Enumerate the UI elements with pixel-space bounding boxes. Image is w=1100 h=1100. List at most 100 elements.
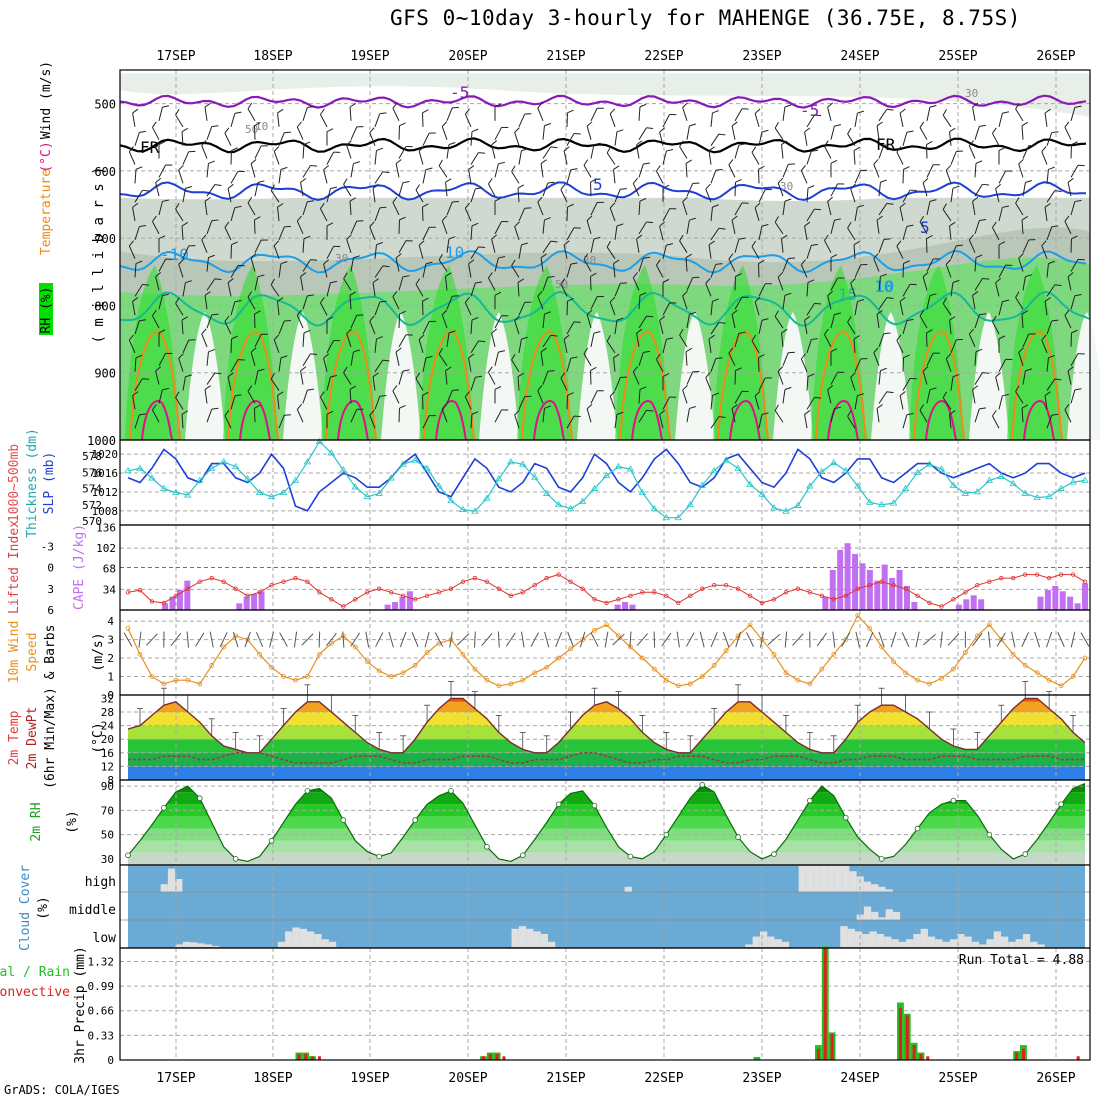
wind-barb-upper (830, 254, 838, 272)
precip-total-bar-92 (753, 1057, 761, 1060)
wind-barb-upper (609, 296, 616, 316)
temp-contour-25-4 (533, 400, 565, 441)
wind-speed-point-62 (867, 626, 873, 631)
wind-barb-upper (1022, 180, 1033, 197)
wind-speed-point-0 (125, 626, 131, 631)
contour-label-15: 30 (965, 87, 978, 100)
wind-barb-upper (350, 255, 361, 272)
precip-conv-bar-114 (905, 1015, 909, 1060)
wind-speed-point-34 (532, 670, 538, 676)
wind-barb-10m (350, 632, 361, 647)
rh-point-51 (735, 834, 741, 840)
wind-speed-point-4 (173, 677, 179, 683)
temp-ylabel-1: 2m Temp (7, 710, 22, 765)
temp-tick-12: 12 (101, 760, 114, 773)
cloud-middle-102 (863, 906, 872, 920)
wind-barb-upper (566, 133, 581, 146)
wind-barb-upper (128, 240, 136, 259)
wind-speed-point-28 (460, 651, 466, 657)
thickness-point-27 (447, 496, 455, 504)
wind-barb-upper (247, 197, 256, 216)
wind-barb-upper (254, 122, 261, 140)
wind-tick-0: 0 (107, 689, 114, 702)
wind-barb-upper (638, 256, 651, 272)
cape-bar-7 (176, 589, 183, 610)
wind-barb-upper (158, 235, 166, 253)
slp-tick-1020: 1020 (92, 448, 119, 461)
wind-barb-upper (132, 108, 139, 127)
wind-barb-upper (878, 332, 891, 348)
wind-barb-upper (1022, 368, 1033, 385)
wind-barb-upper (491, 140, 498, 159)
wind-barb-upper (1070, 258, 1085, 272)
li-point-63 (879, 579, 884, 584)
li-point-50 (723, 583, 729, 588)
precip-ylabel: 3hr Precip (mm) (73, 946, 88, 1063)
wind-barb-10m (325, 633, 337, 647)
wind-barb-upper (827, 196, 834, 216)
wind-barb-upper (230, 394, 242, 410)
wind-barb-upper (326, 186, 338, 203)
wind-barb-upper (876, 215, 883, 234)
wind-barb-upper (537, 385, 544, 404)
wind-barb-upper (590, 201, 604, 216)
wind-barb-upper (270, 372, 280, 391)
li-point-17 (329, 597, 334, 602)
cape-bar-35 (384, 604, 391, 610)
wind-barb-upper (398, 145, 413, 159)
wind-barb-upper (158, 199, 170, 216)
cape-bar-104 (896, 569, 903, 610)
wind-barb-upper (566, 415, 581, 429)
rh-point-27 (448, 788, 454, 794)
wind-barb-upper (1044, 297, 1051, 316)
wind-barb-upper (230, 147, 238, 165)
wind-barb-upper (708, 334, 715, 353)
wind-barb-upper (134, 319, 147, 335)
precip-tick-0: 0 (107, 1054, 114, 1067)
thickness-point-53 (758, 490, 766, 497)
li-point-30 (484, 579, 490, 584)
rh-point-54 (771, 851, 777, 857)
wind-barb-upper (540, 347, 547, 366)
cloud-low-107 (906, 939, 914, 947)
wind-barb-upper (296, 309, 304, 329)
wind-barb-upper (398, 310, 406, 329)
wind-barb-upper (273, 334, 280, 354)
cloud-high-5 (160, 884, 168, 892)
wind-barb-upper (638, 315, 654, 329)
cape-bar-127 (1067, 596, 1074, 610)
wind-speed-point-77 (1046, 677, 1052, 683)
contour-label-13: 30 (335, 252, 348, 265)
wind-barb-upper (296, 121, 304, 140)
wind-barb-upper (206, 348, 215, 366)
wind-speed-point-60 (843, 637, 849, 642)
cloud-low-88 (767, 936, 775, 947)
cloud-low-121 (1008, 941, 1016, 947)
wind-barb-upper (470, 152, 486, 165)
wind-barb-upper (830, 312, 842, 329)
wind-barb-upper (590, 236, 601, 253)
wind-barb-upper (175, 391, 184, 410)
wind-barb-10m (342, 631, 345, 648)
wind-barb-upper (662, 243, 674, 259)
precip-conv-bar-55 (502, 1056, 506, 1060)
wind-barb-upper (230, 170, 245, 184)
precip-conv-bar-102 (823, 948, 827, 1060)
precip-conv-bar-103 (830, 1033, 834, 1060)
cape-bar-97 (844, 543, 851, 610)
wind-barb-upper (224, 315, 232, 335)
wind-barb-upper (827, 290, 834, 310)
wind-barb-upper (542, 311, 551, 329)
thickness-point-51 (734, 464, 742, 471)
li-point-35 (544, 575, 549, 581)
pressure-tick-1000: 1000 (87, 434, 116, 448)
wind-barb-10m (996, 632, 1006, 647)
wind-barb-upper (590, 366, 597, 385)
wind-barb-upper (178, 164, 184, 184)
rh-legend-swatch (39, 283, 53, 335)
li-tick--3: -3 (41, 540, 54, 553)
temp-tick-28: 28 (101, 706, 114, 719)
wind-speed-point-54 (771, 651, 777, 657)
wind-barb-upper (464, 391, 472, 410)
wind-barb-upper (878, 108, 894, 122)
